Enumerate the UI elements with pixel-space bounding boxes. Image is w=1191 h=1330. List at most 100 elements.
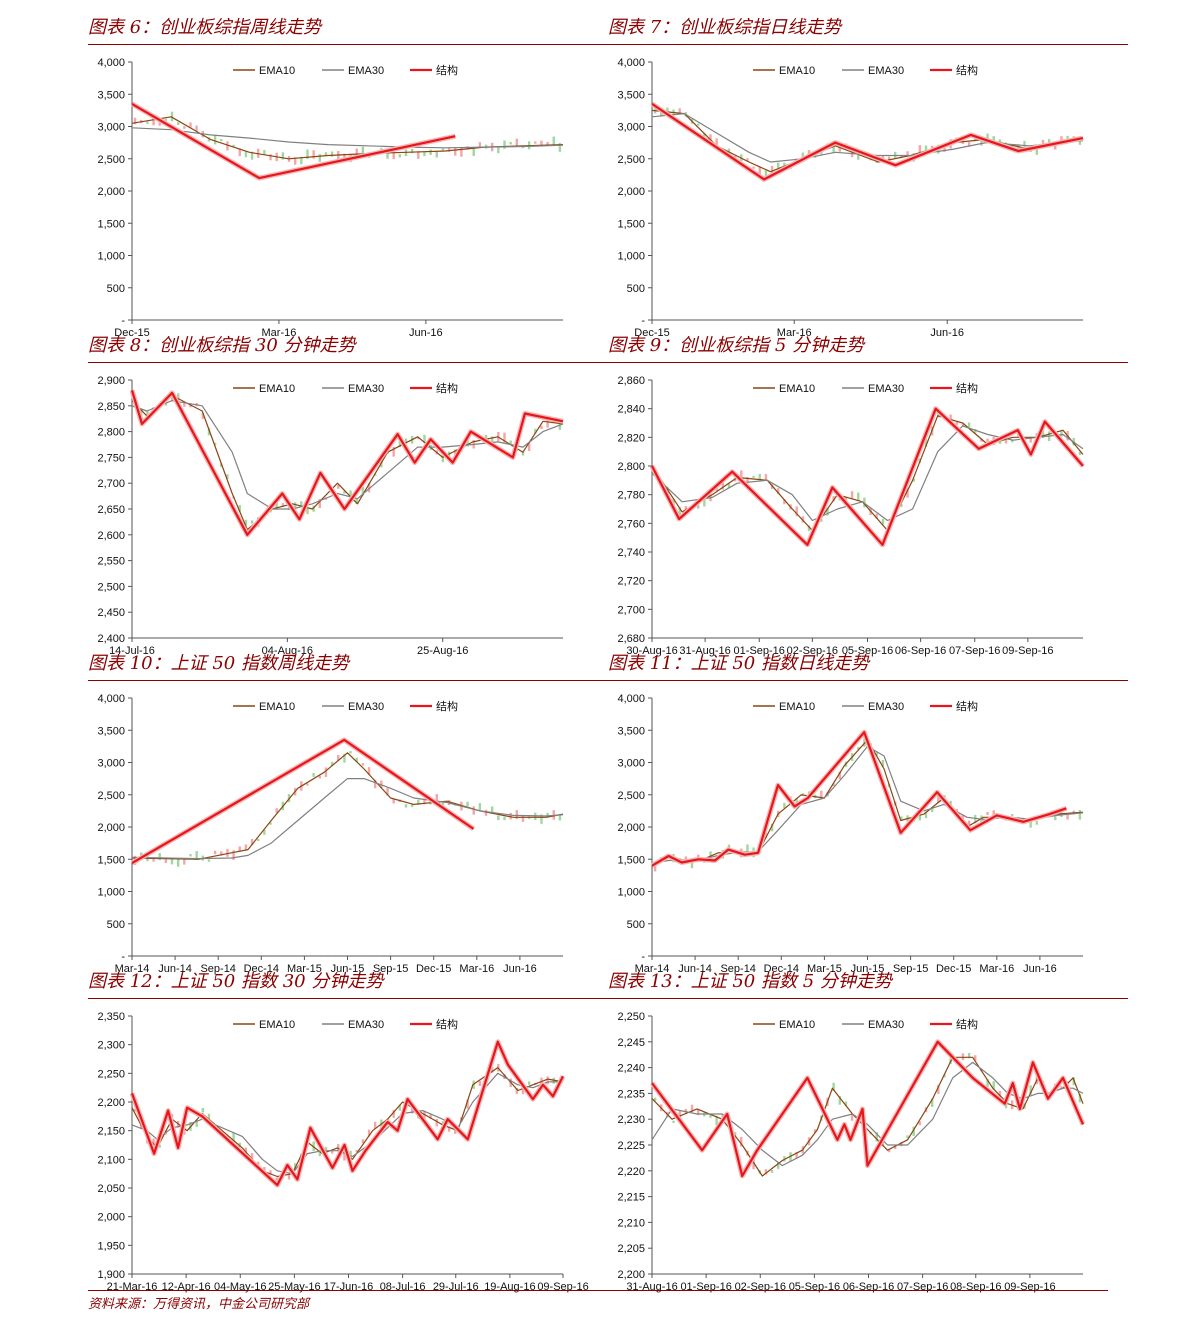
y-tick-label: - xyxy=(641,951,645,963)
chart-panel-10: 图表 10：上证 50 指数周线走势 - 500 1,000 1,500 2,000 2,… xyxy=(88,650,608,975)
candle xyxy=(300,501,303,506)
series-line-structure xyxy=(130,389,564,536)
y-tick-label: 2,205 xyxy=(617,1243,645,1255)
candle xyxy=(758,473,761,480)
candle xyxy=(324,767,328,777)
x-tick-label: Mar-16 xyxy=(777,327,812,339)
candle xyxy=(226,848,229,857)
y-tick-label: 2,240 xyxy=(617,1063,645,1075)
legend-label-structure: 结构 xyxy=(956,699,978,713)
chart-legend: EMA10 EMA30 结构 xyxy=(753,63,978,77)
candle xyxy=(454,147,457,156)
candle xyxy=(478,803,482,811)
candle xyxy=(764,832,768,839)
y-tick-label: 2,200 xyxy=(97,1097,125,1109)
legend-label-ema10: EMA10 xyxy=(259,65,295,77)
candle xyxy=(740,470,743,479)
candle xyxy=(349,1150,352,1159)
series-line-structure xyxy=(651,102,1084,181)
candle xyxy=(503,432,506,443)
candle xyxy=(980,138,983,146)
series-line-structure xyxy=(651,731,1067,867)
candle xyxy=(466,438,469,447)
y-tick-label: 2,500 xyxy=(617,154,645,166)
y-tick-label: 4,000 xyxy=(617,57,645,69)
candle xyxy=(374,779,377,789)
candle xyxy=(672,1120,675,1124)
candle xyxy=(244,844,248,851)
y-tick-label: 1,500 xyxy=(97,218,125,230)
chart-legend: EMA10 EMA30 结构 xyxy=(233,63,458,77)
candle xyxy=(900,503,903,508)
series-line-structure xyxy=(130,1040,564,1187)
candle xyxy=(764,1169,768,1175)
y-tick-label: 3,000 xyxy=(97,758,125,770)
y-tick-label: 2,500 xyxy=(617,790,645,802)
y-tick-label: 2,150 xyxy=(97,1126,125,1138)
candle xyxy=(875,1132,878,1142)
y-tick-label: - xyxy=(641,315,645,327)
candle xyxy=(226,141,229,151)
candle xyxy=(795,506,798,517)
candle xyxy=(937,1084,940,1094)
candle xyxy=(509,440,512,446)
candle xyxy=(140,408,143,416)
candle xyxy=(238,148,241,157)
x-tick-label: 31-Aug-16 xyxy=(679,645,730,657)
y-tick-label: 2,820 xyxy=(617,432,645,444)
candle xyxy=(521,450,525,456)
candle xyxy=(392,798,395,804)
chart-legend: EMA10 EMA30 结构 xyxy=(233,699,458,713)
candle xyxy=(906,488,909,498)
candle xyxy=(974,1055,977,1061)
candle xyxy=(795,1151,798,1159)
candle xyxy=(515,1087,519,1094)
candle xyxy=(918,1121,922,1126)
candle xyxy=(374,473,377,476)
candle xyxy=(337,1144,340,1152)
candle xyxy=(930,807,934,812)
candle xyxy=(807,525,811,532)
chart-legend: EMA10 EMA30 结构 xyxy=(753,699,978,713)
chart-panel-12: 图表 12：上证 50 指数 30 分钟走势 1,900 1,950 2,000 2,… xyxy=(88,968,608,1293)
candle xyxy=(287,1174,291,1180)
y-tick-label: 2,600 xyxy=(97,530,125,542)
candle xyxy=(857,747,860,750)
candle xyxy=(343,753,346,763)
candle xyxy=(746,476,749,484)
y-tick-label: 2,850 xyxy=(97,401,125,413)
candle xyxy=(183,402,186,407)
candle xyxy=(454,1126,457,1134)
candle xyxy=(429,149,432,155)
candle xyxy=(447,1126,451,1132)
chart-title: 图表 9：创业板综指 5 分钟走势 xyxy=(608,332,1128,363)
chart-legend: EMA10 EMA30 结构 xyxy=(753,381,978,395)
y-tick-label: 2,235 xyxy=(617,1088,645,1100)
candle xyxy=(435,794,438,804)
chart-title: 图表 7：创业板综指日线走势 xyxy=(608,14,1128,45)
y-tick-label: 2,780 xyxy=(617,490,645,502)
structure-line-halo xyxy=(130,101,456,181)
candle xyxy=(250,1153,254,1163)
candle xyxy=(490,436,494,444)
candle xyxy=(330,761,334,766)
candle xyxy=(949,1055,952,1064)
candle xyxy=(503,140,506,149)
candle xyxy=(164,858,168,863)
candle xyxy=(454,449,457,455)
y-tick-label: 2,500 xyxy=(97,790,125,802)
candle xyxy=(881,760,885,768)
candle xyxy=(1078,1093,1082,1103)
y-tick-label: 3,000 xyxy=(617,758,645,770)
x-tick-label: Jun-14 xyxy=(158,963,192,975)
legend-label-structure: 结构 xyxy=(436,63,458,77)
chart-panel-7: 图表 7：创业板综指日线走势 - 500 1,000 1,500 2,000 2,500 3… xyxy=(608,14,1128,339)
candle xyxy=(447,147,451,152)
candle xyxy=(201,413,205,419)
y-tick-label: 4,000 xyxy=(617,693,645,705)
candle xyxy=(312,772,315,777)
candle xyxy=(374,1121,377,1130)
y-tick-label: 500 xyxy=(627,283,645,295)
candle xyxy=(992,1081,995,1090)
x-tick-label: 05-Sep-16 xyxy=(842,645,893,657)
